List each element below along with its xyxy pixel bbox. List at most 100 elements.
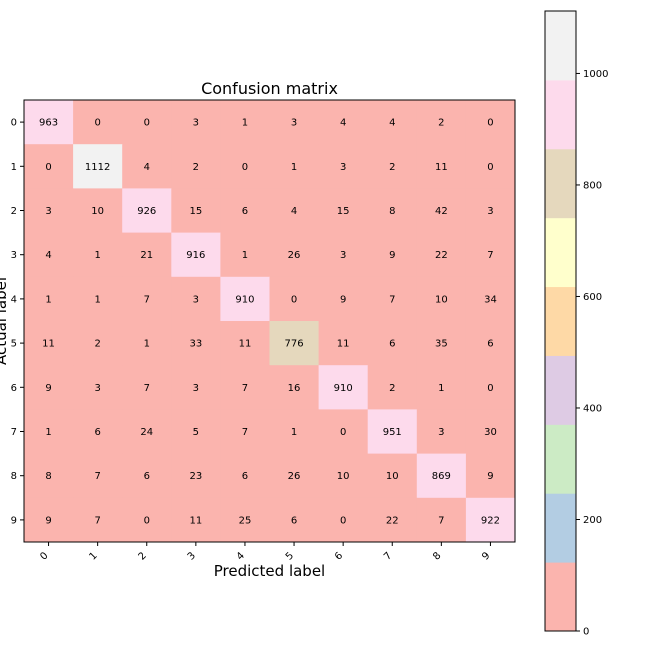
heatmap-cell (269, 276, 320, 322)
x-axis-ticks: 0 1 2 3 4 5 6 7 8 9 (38, 542, 493, 563)
heatmap-cell (122, 409, 172, 455)
heatmap-cell (220, 453, 270, 499)
heatmap-cell (73, 144, 123, 189)
heatmap-cell (269, 144, 320, 189)
cell-value-label: 0 (487, 383, 493, 394)
cell-value-label: 7 (242, 427, 248, 438)
heatmap-cell (269, 365, 320, 410)
colorbar-segment (545, 79, 576, 150)
cell-value-label: 2 (94, 339, 100, 350)
cell-value-label: 11 (239, 339, 252, 350)
x-tick-label: 7 (382, 550, 394, 562)
cell-value-label: 22 (386, 515, 399, 526)
heatmap-cell (220, 409, 270, 455)
heatmap-cell (318, 365, 369, 410)
heatmap-cell (122, 276, 172, 322)
cell-value-label: 0 (45, 162, 51, 173)
y-tick-label: 4 (11, 294, 17, 305)
heatmap-cell (465, 497, 516, 543)
cell-value-label: 4 (45, 250, 51, 261)
heatmap-cell (318, 321, 369, 366)
cell-value-label: 922 (481, 515, 500, 526)
heatmap-cell (220, 276, 270, 322)
heatmap-cell (465, 453, 516, 499)
heatmap-cell (367, 365, 418, 410)
x-axis-label: Predicted label (214, 562, 325, 580)
heatmap-cell (122, 321, 172, 366)
heatmap-cell (73, 188, 123, 234)
heatmap-cell (269, 453, 320, 499)
heatmap-cell (24, 453, 74, 499)
heatmap-cell (220, 188, 270, 234)
heatmap-cell (122, 232, 172, 278)
heatmap-cell (367, 276, 418, 322)
cell-value-label: 1 (291, 162, 297, 173)
heatmap-cell (171, 232, 221, 278)
cell-value-label: 910 (235, 294, 254, 305)
cell-value-label: 11 (42, 339, 55, 350)
heatmap-cell (171, 188, 221, 234)
heatmap-cell (367, 232, 418, 278)
heatmap-cell (465, 365, 516, 410)
cell-value-label: 6 (487, 339, 493, 350)
cell-value-label: 3 (45, 206, 51, 217)
heatmap-cell (171, 497, 221, 543)
cell-value-label: 3 (340, 162, 346, 173)
cell-value-label: 6 (242, 206, 248, 217)
cell-value-label: 7 (94, 515, 100, 526)
cell-value-label: 7 (389, 294, 395, 305)
heatmap-cell (171, 453, 221, 499)
cell-value-label: 3 (193, 118, 199, 129)
y-tick-label: 1 (11, 162, 17, 173)
heatmap-cell (24, 409, 74, 455)
heatmap-cell (24, 321, 74, 366)
cell-value-label: 5 (193, 427, 199, 438)
colorbar-segment (545, 217, 576, 288)
heatmap-cell (122, 497, 172, 543)
cell-value-label: 7 (144, 383, 150, 394)
colorbar-tick-label: 400 (583, 403, 602, 414)
cell-value-label: 11 (189, 515, 202, 526)
heatmap-cell (416, 188, 467, 234)
colorbar-segment (545, 11, 576, 81)
cell-value-label: 25 (239, 515, 252, 526)
cell-value-label: 23 (189, 471, 202, 482)
cell-value-label: 35 (435, 339, 448, 350)
cell-value-label: 1 (242, 250, 248, 261)
heatmap-cell (24, 144, 74, 189)
cell-value-label: 869 (432, 471, 451, 482)
heatmap-cell (24, 497, 74, 543)
heatmap-cell (24, 100, 74, 145)
y-tick-label: 5 (11, 339, 17, 350)
cell-value-label: 33 (189, 339, 202, 350)
cell-value-label: 6 (389, 339, 395, 350)
heatmap-cell (73, 321, 123, 366)
cell-value-label: 26 (288, 471, 301, 482)
y-tick-label: 8 (11, 471, 17, 482)
heatmap-cell (367, 409, 418, 455)
heatmap-cell (73, 232, 123, 278)
cell-value-label: 1 (45, 427, 51, 438)
heatmap-cell (24, 276, 74, 322)
heatmap-cell (416, 100, 467, 145)
heatmap-cell (416, 232, 467, 278)
cell-value-label: 0 (340, 427, 346, 438)
heatmap-cell (171, 144, 221, 189)
colorbar-frame (544, 10, 577, 632)
heatmap-cell (24, 365, 74, 410)
cell-value-label: 951 (383, 427, 402, 438)
cell-value-label: 10 (91, 206, 104, 217)
heatmap-cell (269, 497, 320, 543)
cell-value-label: 1112 (85, 162, 110, 173)
heatmap-cell (465, 321, 516, 366)
cell-value-label: 11 (337, 339, 350, 350)
colorbar-segment (545, 424, 576, 494)
cell-value-label: 3 (94, 383, 100, 394)
y-tick-label: 7 (11, 427, 17, 438)
cell-value-label: 910 (334, 383, 353, 394)
cell-value-label: 7 (144, 294, 150, 305)
heatmap-cell (416, 453, 467, 499)
cell-value-label: 34 (484, 294, 497, 305)
cell-value-label: 15 (189, 206, 202, 217)
heatmap-cell (367, 497, 418, 543)
